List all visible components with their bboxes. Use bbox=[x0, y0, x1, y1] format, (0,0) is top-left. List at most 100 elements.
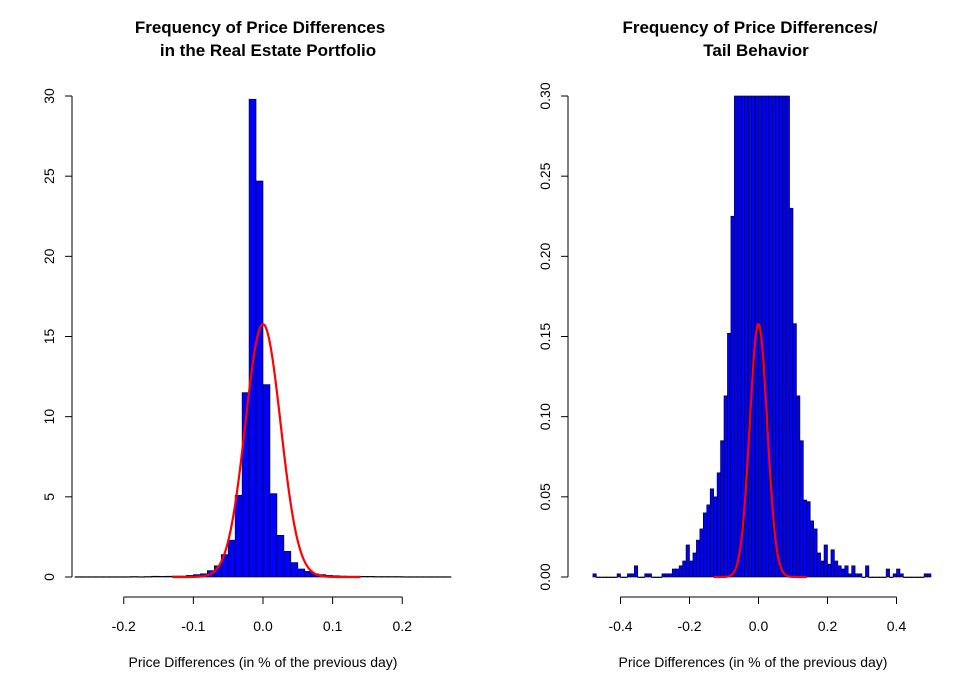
histogram-bar bbox=[88, 576, 97, 578]
histogram-bar bbox=[882, 576, 887, 578]
histogram-bar bbox=[820, 560, 825, 578]
histogram-bar bbox=[851, 565, 856, 578]
histogram-bar bbox=[596, 576, 601, 578]
histogram-bar bbox=[262, 384, 271, 578]
histogram-bar bbox=[678, 565, 683, 578]
histogram-panel-right: Frequency of Price Differences/ Tail Beh… bbox=[537, 18, 932, 670]
chart-title-line-1: Frequency of Price Differences/ bbox=[622, 18, 877, 37]
histogram-bar bbox=[234, 494, 243, 578]
histogram-bar bbox=[429, 576, 438, 578]
histogram-bar bbox=[716, 472, 721, 578]
histogram-bar bbox=[923, 573, 928, 578]
histogram-bar bbox=[658, 576, 663, 578]
histogram-bar bbox=[255, 180, 264, 578]
density-curve-group bbox=[172, 323, 361, 579]
histogram-bar bbox=[782, 95, 787, 578]
chart-title-line-2: Tail Behavior bbox=[703, 41, 809, 60]
y-tick-label: 0 bbox=[41, 573, 57, 581]
x-axis: -0.2 -0.1 0.0 0.1 0.2 bbox=[112, 596, 412, 634]
y-tick-label: 30 bbox=[41, 88, 57, 104]
histogram-bar bbox=[276, 535, 285, 578]
histogram-bar bbox=[920, 576, 925, 578]
histogram-bar bbox=[747, 95, 752, 578]
histogram-bar bbox=[847, 573, 852, 578]
histogram-bar bbox=[927, 573, 932, 578]
histogram-bar bbox=[720, 440, 725, 578]
histogram-bar bbox=[734, 95, 739, 578]
histogram-bar bbox=[872, 576, 877, 578]
histogram-bar bbox=[727, 332, 732, 578]
histogram-bar bbox=[630, 573, 635, 578]
histogram-bar bbox=[675, 568, 680, 578]
histogram-bar bbox=[102, 576, 111, 578]
histogram-bar bbox=[806, 501, 811, 578]
histogram-bar bbox=[840, 568, 846, 578]
histogram-bar bbox=[637, 576, 642, 578]
histogram-bar bbox=[408, 576, 417, 578]
histogram-bar bbox=[620, 576, 625, 578]
histogram-bar bbox=[844, 565, 849, 578]
histogram-bar bbox=[796, 395, 801, 578]
histogram-bar bbox=[816, 552, 821, 578]
histogram-bar bbox=[422, 576, 431, 578]
histogram-bar bbox=[297, 568, 306, 578]
histogram-bar bbox=[123, 576, 131, 578]
histogram-bar bbox=[671, 568, 677, 578]
x-tick-label: 0.1 bbox=[323, 618, 343, 634]
x-tick-label: 0.2 bbox=[818, 618, 838, 634]
histogram-bar bbox=[269, 493, 278, 578]
histogram-bar bbox=[627, 573, 632, 578]
histogram-bar bbox=[304, 571, 313, 578]
histogram-bar bbox=[144, 576, 152, 578]
histogram-bar bbox=[654, 576, 659, 578]
histogram-bar bbox=[661, 573, 666, 578]
x-axis-label: Price Differences (in % of the previous … bbox=[619, 654, 888, 670]
x-tick-label: 0.4 bbox=[887, 618, 907, 634]
histogram-bar bbox=[394, 576, 403, 578]
histogram-bar bbox=[730, 215, 735, 578]
histogram-bar bbox=[896, 568, 901, 578]
histogram-bar bbox=[875, 576, 880, 578]
histogram-bar bbox=[81, 576, 90, 578]
histogram-bar bbox=[699, 528, 704, 578]
histogram-bar bbox=[609, 576, 614, 578]
histogram-bar bbox=[109, 576, 118, 578]
histogram-bar bbox=[830, 549, 835, 578]
histogram-bar bbox=[137, 576, 145, 578]
histogram-bar bbox=[709, 488, 714, 578]
histogram-bar bbox=[616, 573, 621, 578]
histogram-bar bbox=[665, 573, 670, 578]
y-tick-label: 0.30 bbox=[537, 82, 553, 109]
y-tick-label: 0.05 bbox=[537, 483, 553, 510]
histogram-bar bbox=[778, 95, 783, 578]
histogram-bar bbox=[765, 95, 770, 578]
y-axis: 0 5 10 15 20 25 30 bbox=[41, 88, 73, 581]
histogram-bar bbox=[692, 552, 697, 578]
y-tick-label: 0.10 bbox=[537, 403, 553, 430]
y-tick-label: 10 bbox=[41, 409, 57, 425]
normal-density-curve bbox=[172, 323, 361, 579]
histogram-bar bbox=[789, 207, 794, 578]
histogram-bar bbox=[868, 576, 873, 578]
chart-title-line-2: in the Real Estate Portfolio bbox=[160, 41, 376, 60]
histogram-bar bbox=[809, 520, 815, 578]
histogram-bar bbox=[165, 575, 173, 578]
histogram-bar bbox=[388, 576, 396, 578]
histogram-bar bbox=[592, 573, 597, 578]
density-curve-group bbox=[713, 322, 807, 579]
histogram-bar bbox=[696, 539, 701, 578]
y-tick-label: 0.00 bbox=[537, 563, 553, 590]
histogram-bar bbox=[685, 544, 690, 578]
histogram-bar bbox=[633, 565, 639, 578]
histogram-bar bbox=[367, 576, 375, 578]
histogram-bar bbox=[689, 560, 694, 578]
histogram-bar bbox=[916, 576, 921, 578]
histogram-bar bbox=[415, 576, 424, 578]
histogram-bar bbox=[599, 576, 604, 578]
y-tick-label: 15 bbox=[41, 329, 57, 345]
histogram-bar bbox=[823, 544, 828, 578]
histogram-bar bbox=[799, 440, 804, 578]
histogram-bar bbox=[813, 528, 818, 578]
histogram-bar bbox=[401, 576, 410, 578]
